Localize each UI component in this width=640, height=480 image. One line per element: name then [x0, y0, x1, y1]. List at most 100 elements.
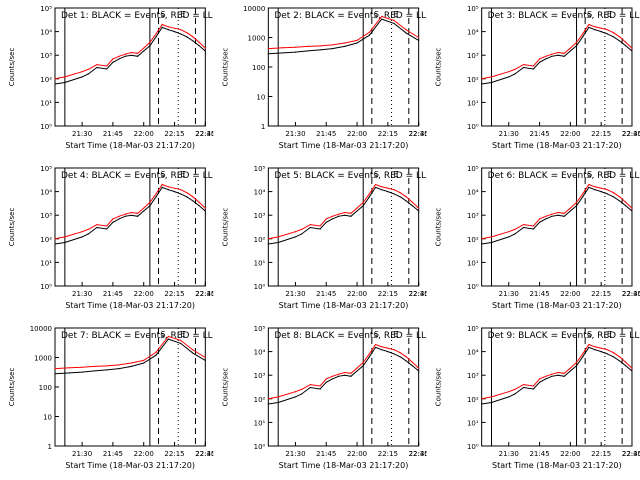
- series-point: [173, 187, 176, 189]
- x-tick-label: 22:15: [591, 290, 611, 298]
- y-tick-label: 100: [39, 384, 52, 392]
- series-point: [625, 365, 627, 367]
- plot-frame: [54, 7, 206, 127]
- plot-frame: [54, 167, 206, 287]
- series-point: [551, 375, 553, 377]
- series-point: [180, 29, 182, 31]
- series-point: [106, 228, 108, 230]
- series-point: [514, 233, 516, 235]
- y-tick-label: 10⁵: [254, 165, 266, 173]
- y-tick-label: 10¹: [40, 99, 52, 107]
- series-point: [405, 196, 407, 198]
- x-tick-label: 22:45: [409, 130, 429, 138]
- x-tick-label: 22:30: [195, 130, 215, 138]
- detector-panel-2: Det 2: BLACK = Events, RED = LLD Counts/s…: [213, 0, 433, 160]
- series-point: [481, 78, 483, 80]
- series-point: [337, 375, 340, 377]
- series-point: [331, 218, 334, 220]
- y-tick-label: 10¹: [40, 259, 52, 267]
- series-point: [300, 393, 303, 395]
- x-tick-label: 21:30: [499, 450, 519, 458]
- series-point: [267, 48, 269, 50]
- y-tick-label: 10²: [40, 76, 52, 84]
- series-point: [393, 189, 395, 191]
- series-point: [600, 31, 602, 33]
- series-point: [161, 186, 163, 189]
- series-point: [563, 52, 565, 54]
- y-tick-label: 10⁰: [467, 443, 479, 451]
- series-point: [309, 223, 311, 226]
- series-point: [294, 51, 297, 53]
- marker-label-e: E: [394, 10, 399, 19]
- series-point: [277, 401, 279, 404]
- series-point: [106, 65, 108, 67]
- series-point: [569, 210, 571, 212]
- series-point: [167, 338, 169, 340]
- panel-title: Det 4: BLACK = Events, RED = LLD: [61, 171, 220, 181]
- series-line-events: [481, 186, 633, 245]
- series-point: [538, 61, 541, 63]
- series-point: [180, 193, 182, 195]
- series-point: [381, 349, 383, 351]
- series-point: [405, 356, 407, 358]
- series-point: [167, 335, 169, 337]
- series-point: [192, 200, 194, 202]
- y-tick-label: 10³: [254, 372, 266, 380]
- series-point: [143, 210, 145, 212]
- series-point: [204, 359, 206, 361]
- marker-label-e: E: [180, 10, 185, 19]
- series-point: [186, 192, 188, 194]
- y-tick-label: 10⁵: [254, 325, 266, 333]
- series-point: [143, 47, 145, 49]
- series-point: [368, 196, 370, 198]
- series-point: [381, 346, 383, 348]
- series-point: [192, 352, 194, 354]
- x-tick-label: 22:30: [409, 450, 429, 458]
- series-point: [563, 215, 565, 217]
- y-tick-label: 1000: [248, 35, 266, 43]
- series-point: [418, 39, 420, 41]
- series-point: [93, 370, 96, 372]
- series-point: [368, 193, 370, 195]
- series-point: [282, 52, 284, 54]
- series-point: [374, 343, 377, 346]
- series-point: [582, 193, 584, 195]
- x-tick-label: 22:00: [134, 290, 154, 298]
- series-point: [631, 207, 633, 209]
- x-tick-label: 22:45: [622, 450, 640, 458]
- series-point: [393, 193, 395, 195]
- series-point: [619, 40, 621, 42]
- x-tick-label: 21:30: [499, 290, 519, 298]
- series-point: [192, 349, 194, 351]
- y-tick-label: 10000: [243, 5, 265, 13]
- y-tick-label: 10¹: [254, 259, 266, 267]
- series-point: [594, 186, 596, 188]
- series-point: [575, 365, 578, 367]
- series-point: [96, 63, 98, 66]
- series-point: [344, 214, 346, 216]
- series-point: [490, 81, 493, 84]
- series-point: [124, 55, 126, 57]
- series-point: [545, 55, 547, 57]
- series-point: [267, 398, 269, 400]
- series-point: [514, 388, 516, 391]
- series-point: [204, 356, 206, 359]
- detector-panel-3: Det 3: BLACK = Events, RED = LLD Counts/s…: [426, 0, 640, 160]
- series-line-events: [54, 26, 206, 85]
- series-point: [64, 81, 66, 84]
- series-point: [96, 223, 98, 226]
- series-point: [490, 401, 493, 404]
- series-point: [625, 45, 627, 47]
- series-point: [393, 353, 395, 355]
- x-tick-label: 22:30: [622, 290, 640, 298]
- series-point: [551, 373, 553, 375]
- series-point: [294, 46, 297, 48]
- series-point: [87, 68, 89, 71]
- y-tick-label: 10²: [467, 236, 479, 244]
- series-point: [344, 42, 346, 44]
- x-tick-label: 22:15: [378, 130, 398, 138]
- series-point: [267, 53, 269, 55]
- series-point: [490, 241, 493, 244]
- series-point: [551, 55, 553, 57]
- detector-panel-8: Det 8: BLACK = Events, RED = LLD Counts/s…: [213, 320, 433, 480]
